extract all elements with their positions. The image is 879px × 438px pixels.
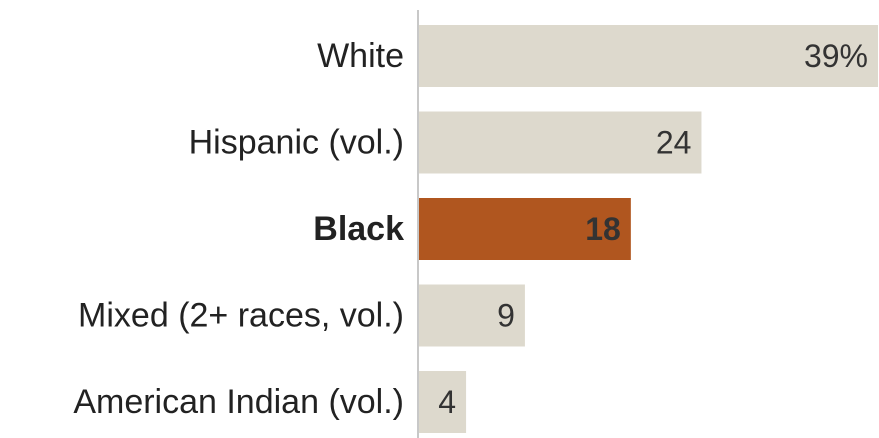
bar-white	[419, 25, 878, 87]
category-label-white: White	[317, 37, 404, 75]
value-labels-group: 39% 24 18 9 4	[438, 38, 868, 420]
category-label-american-indian-vol: American Indian (vol.)	[73, 383, 404, 421]
bar-mixed-2-races-vol	[419, 284, 525, 347]
value-label-mixed-2-races-vol: 9	[497, 298, 515, 334]
category-label-hispanic-vol: Hispanic (vol.)	[189, 124, 404, 162]
bar-american-indian-vol	[419, 371, 467, 433]
value-label-american-indian-vol: 4	[438, 384, 456, 420]
bar-hispanic-vol	[419, 111, 702, 174]
category-label-mixed-2-races-vol: Mixed (2+ races, vol.)	[78, 297, 404, 335]
bars-group	[419, 25, 878, 433]
value-label-white: 39%	[804, 38, 868, 74]
bar-black	[419, 198, 631, 260]
value-label-black: 18	[585, 211, 621, 247]
value-label-hispanic-vol: 24	[656, 125, 692, 161]
category-labels-group: White Hispanic (vol.) Black Mixed (2+ races…	[73, 37, 404, 421]
category-label-black: Black	[313, 210, 404, 248]
